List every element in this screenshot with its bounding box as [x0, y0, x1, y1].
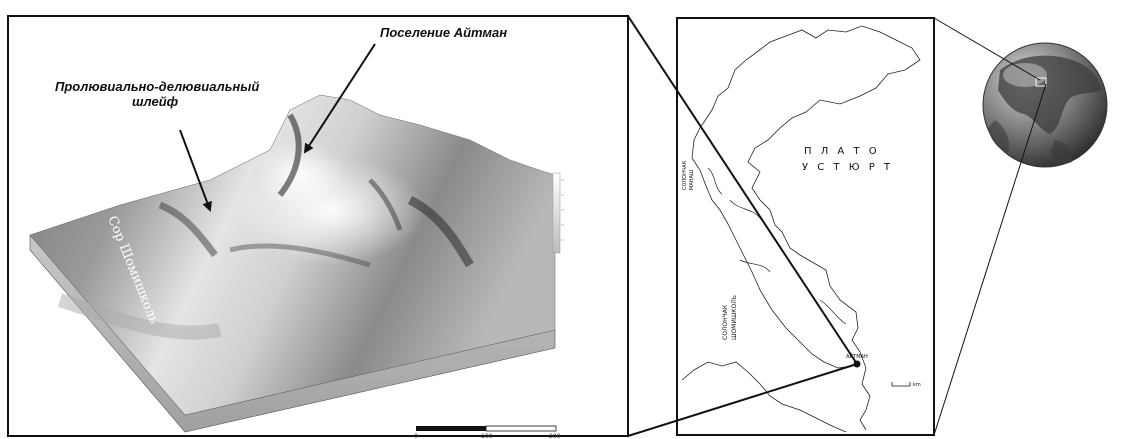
- map-frame: [676, 17, 935, 436]
- salt-marsh-north-2: МАНАШ: [689, 170, 695, 190]
- relief-legend-bar: [552, 172, 561, 254]
- relief-lowland: [57, 293, 222, 340]
- relief-ridge-5: [368, 178, 403, 231]
- annotation-settlement: Поселение Айтман: [380, 25, 507, 40]
- relief-ridge-3: [407, 195, 474, 268]
- relief-ridge-4: [229, 243, 371, 268]
- arrow-settlement: [303, 43, 376, 154]
- plateau-label-2: У С Т Ю Р Т: [802, 162, 893, 173]
- arrow-fan: [179, 129, 212, 212]
- relief-ridge-1: [277, 113, 302, 197]
- site-label: АЙТМАН: [846, 353, 868, 360]
- scale-label-200: 200: [549, 433, 561, 439]
- scale-label-100: 100: [481, 433, 493, 439]
- annotation-fan-line1: Пролювиально-делювиальный: [55, 79, 259, 94]
- map-scale: km: [891, 382, 921, 388]
- map-scale-unit: km: [913, 382, 921, 388]
- plateau-label-1: П Л А Т О: [804, 146, 880, 157]
- relief-panel: Поселение Айтман Пролювиально-делювиальн…: [7, 15, 629, 439]
- globe-zoom-lower: [933, 83, 1047, 436]
- annotation-fan-line2: шлейф: [132, 94, 179, 109]
- globe-zoom-upper: [933, 17, 1041, 81]
- coastline: [691, 25, 921, 431]
- salt-marsh-north-1: СОЛОНЧАК: [682, 160, 688, 190]
- zoom-line-upper: [627, 15, 858, 365]
- inland-lakes: [707, 167, 847, 325]
- globe-landmass: [998, 55, 1102, 134]
- relief-highlight-2: [255, 140, 345, 210]
- zoom-line-lower: [627, 363, 858, 437]
- location-map: АЙТМАН П Л А Т О У С Т Ю Р Т СОЛОНЧАК МА…: [676, 17, 935, 436]
- globe-landmass-3: [988, 120, 1010, 152]
- globe-icon: [982, 42, 1108, 168]
- relief-scale-bar: 0 100 200: [414, 425, 561, 439]
- coastline-south: [681, 361, 847, 433]
- relief-ridge-2: [158, 201, 218, 258]
- scale-label-0: 0: [414, 433, 418, 439]
- globe-focus-box: [1035, 77, 1047, 87]
- salt-marsh-south-1: СОЛОНЧАК: [722, 304, 729, 340]
- salt-marsh-south-2: ШОМИШКОЛЬ: [731, 295, 738, 340]
- coastline-west: [691, 157, 853, 369]
- relief-legend-ticks: [561, 179, 564, 241]
- globe-landmass-2: [1050, 140, 1073, 164]
- globe-shine: [1003, 63, 1047, 87]
